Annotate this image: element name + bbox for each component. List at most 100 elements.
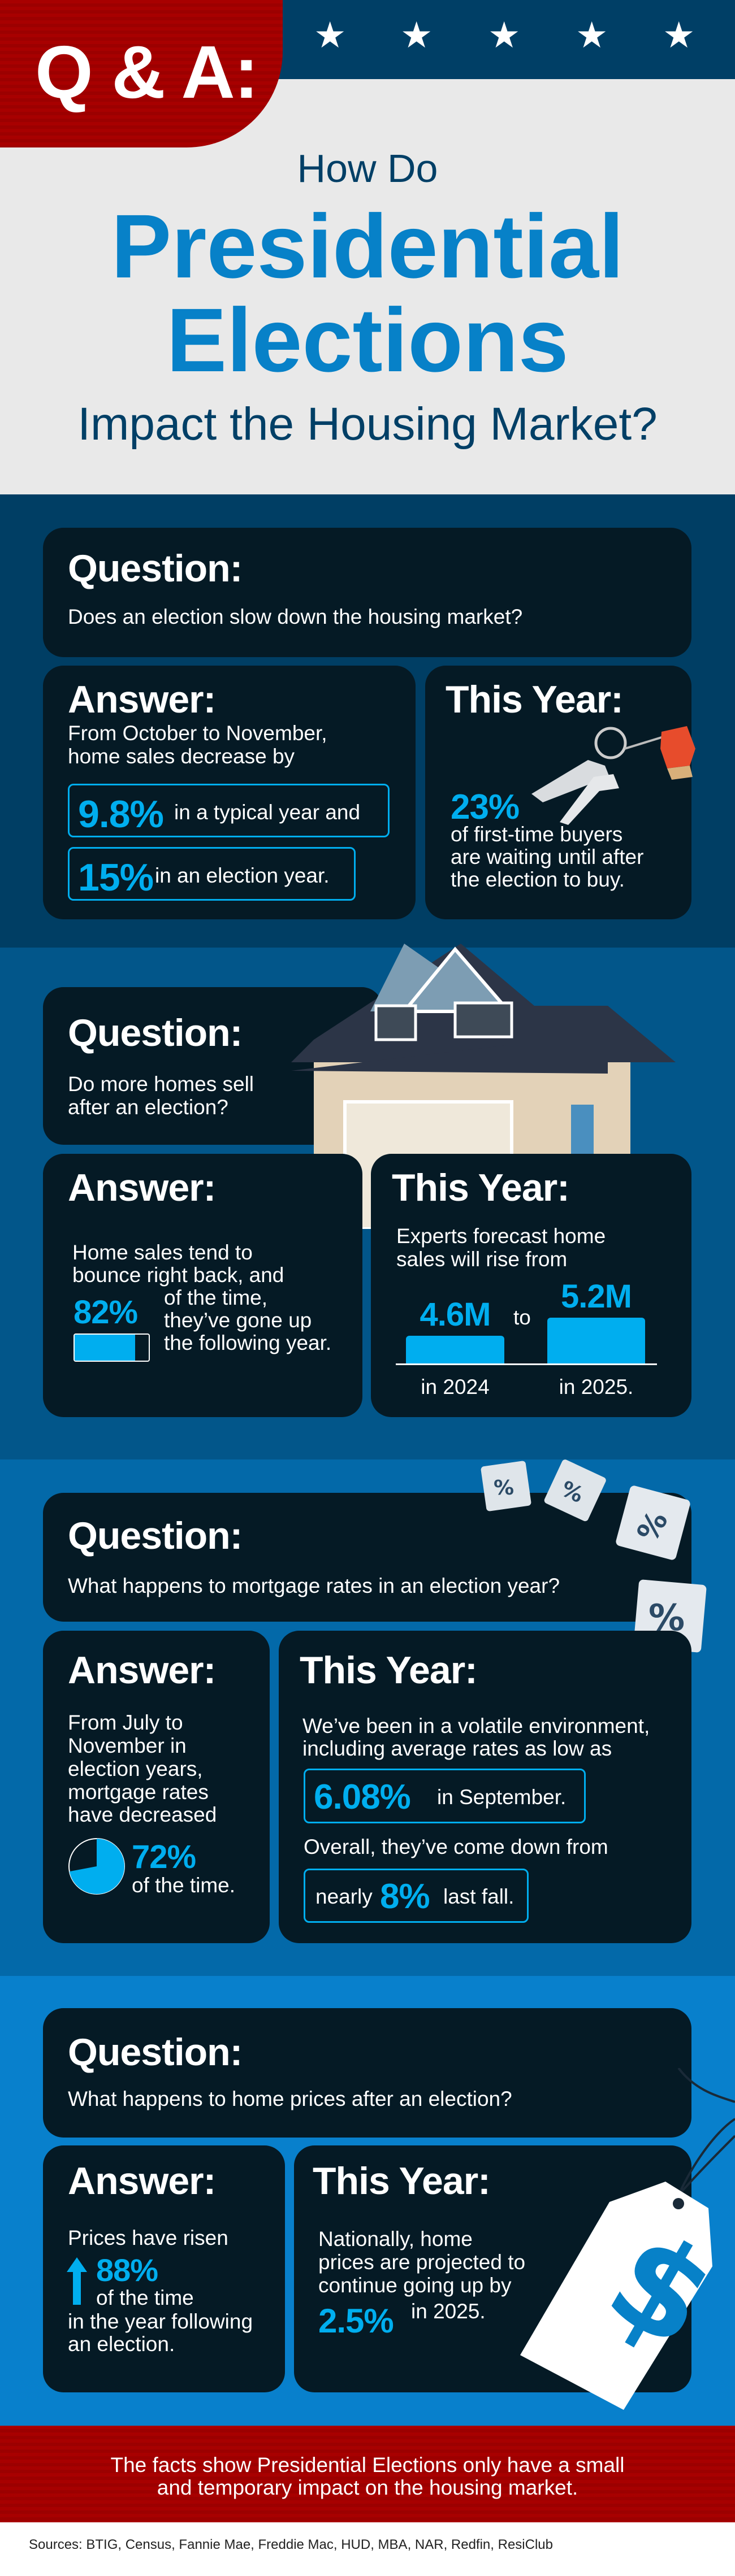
answer-text: election years, [68, 1757, 203, 1780]
stat-value: 9.8% [78, 793, 164, 836]
footer-banner [0, 2426, 735, 2522]
this-year-label: This Year: [300, 1649, 478, 1692]
stat-value: 6.08% [314, 1778, 411, 1817]
bar-value-label: 5.2M [561, 1278, 632, 1315]
this-year-text: the election to buy. [451, 868, 625, 891]
stat-text: nearly [315, 1885, 373, 1908]
answer-label: Answer: [68, 678, 216, 721]
stat-value: 8% [380, 1877, 430, 1916]
progress-fill [75, 1335, 136, 1361]
question-text: Do more homes sell [68, 1072, 254, 1096]
bar-value-label: 4.6M [420, 1296, 491, 1333]
stat-text: last fall. [443, 1885, 514, 1908]
footer-text: and temporary impact on the housing mark… [157, 2476, 578, 2499]
stat-value: 2.5% [318, 2302, 394, 2340]
this-year-text: including average rates as low as [302, 1737, 612, 1760]
this-year-label: This Year: [392, 1166, 570, 1209]
answer-text: home sales decrease by [68, 745, 295, 768]
answer-text: Home sales tend to [72, 1241, 253, 1264]
star-icon: ★ [663, 15, 695, 55]
answer-text: Prices have risen [68, 2226, 228, 2249]
keys-icon [531, 726, 695, 825]
answer-label: Answer: [68, 1649, 216, 1692]
stat-value: 23% [451, 788, 520, 827]
answer-text: an election. [68, 2332, 175, 2356]
pie-slice [69, 1839, 125, 1894]
answer-text: mortgage rates [68, 1780, 209, 1804]
this-year-label: This Year: [446, 678, 624, 721]
this-year-text: continue going up by [318, 2274, 512, 2297]
question-label: Question: [68, 547, 243, 590]
answer-text: November in [68, 1734, 187, 1757]
this-year-text: Experts forecast home [396, 1224, 606, 1248]
question-text: What happens to mortgage rates in an ele… [68, 1574, 560, 1597]
this-year-text: prices are projected to [318, 2251, 526, 2274]
pie-chart-icon [68, 1838, 125, 1895]
this-year-text: of first-time buyers [451, 823, 623, 846]
stat-text: in 2025. [411, 2300, 486, 2323]
answer-label: Answer: [68, 1166, 216, 1209]
answer-card [43, 1631, 270, 1943]
question-text: Does an election slow down the housing m… [68, 605, 523, 628]
title-line-1: How Do [297, 146, 438, 190]
this-year-text: sales will rise from [396, 1248, 568, 1271]
star-icon: ★ [576, 15, 608, 55]
stat-text: the following year. [164, 1331, 332, 1354]
stat-text: in a typical year and [174, 801, 361, 824]
stat-box [304, 1869, 529, 1923]
question-text: What happens to home prices after an ele… [68, 2087, 512, 2110]
answer-text: in the year following [68, 2310, 253, 2333]
this-year-card [279, 1631, 691, 1943]
this-year-card [371, 1154, 691, 1417]
question-label: Question: [68, 2031, 243, 2074]
stat-value: 72% [132, 1839, 196, 1875]
question-card [43, 528, 691, 657]
this-year-text: Overall, they’ve come down from [304, 1835, 608, 1858]
stat-text: of the time, [164, 1286, 268, 1309]
title-line-3: Elections [166, 289, 569, 390]
stat-value: 82% [74, 1294, 138, 1331]
this-year-text: We’ve been in a volatile environment, [302, 1714, 650, 1737]
this-year-text: Nationally, home [318, 2227, 473, 2251]
question-label: Question: [68, 1514, 243, 1557]
arrow-up-icon [67, 2257, 87, 2305]
answer-card [43, 1154, 362, 1417]
chart-baseline [396, 1363, 657, 1365]
stat-text: in an election year. [155, 864, 330, 887]
stat-text: of the time. [132, 1874, 236, 1897]
question-text: after an election? [68, 1096, 228, 1119]
this-year-text: are waiting until after [451, 845, 644, 868]
stat-text: they’ve gone up [164, 1309, 312, 1332]
chart-connector: to [513, 1306, 531, 1329]
question-label: Question: [68, 1011, 243, 1054]
answer-text: have decreased [68, 1803, 217, 1826]
this-year-label: This Year: [313, 2160, 491, 2203]
stat-value: 15% [78, 856, 154, 899]
answer-card [43, 666, 416, 919]
star-icon: ★ [488, 15, 521, 55]
answer-label: Answer: [68, 2160, 216, 2203]
star-icon: ★ [400, 15, 433, 55]
svg-text:%: % [494, 1476, 514, 1500]
price-tag-icon: $ [520, 2068, 735, 2410]
stat-value: 88% [96, 2252, 158, 2288]
answer-text: bounce right back, and [72, 1263, 284, 1287]
stat-box [304, 1769, 586, 1823]
stat-box [68, 847, 356, 901]
sources: Sources: BTIG, Census, Fannie Mae, Fredd… [29, 2537, 553, 2552]
star-icon: ★ [314, 15, 347, 55]
qa-badge [0, 0, 283, 147]
title-line-2: Presidential [111, 196, 624, 297]
progress-bar [74, 1333, 150, 1362]
answer-text: From October to November, [68, 722, 327, 745]
category-label: in 2024 [421, 1375, 490, 1398]
qa-badge-text: Q & A: [35, 31, 259, 114]
stat-box [68, 784, 390, 837]
bar-2025 [547, 1318, 645, 1363]
category-label: in 2025. [559, 1375, 634, 1398]
stat-text: of the time [96, 2286, 194, 2309]
stat-text: in September. [437, 1786, 567, 1809]
footer-text: The facts show Presidential Elections on… [110, 2453, 625, 2477]
bar-2024 [406, 1336, 504, 1363]
title-line-4: Impact the Housing Market? [77, 398, 658, 450]
